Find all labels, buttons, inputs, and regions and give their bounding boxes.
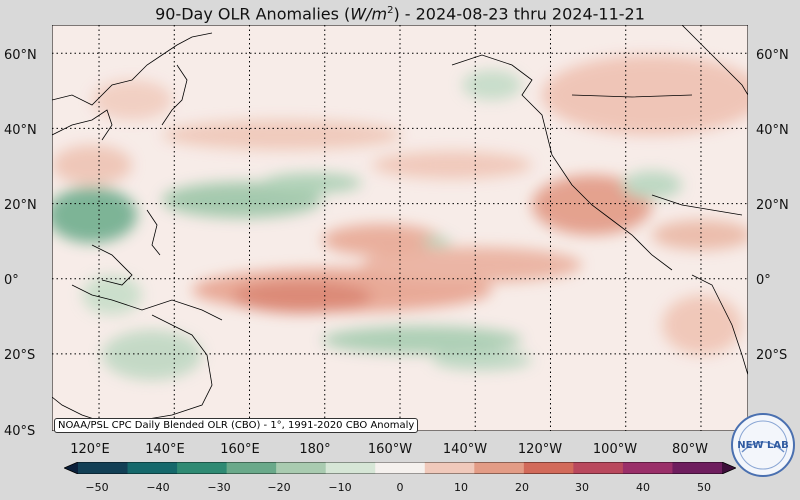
lat-label-right: 20°S <box>756 348 788 363</box>
colorbar-segment <box>177 462 228 474</box>
lon-label: 120°E <box>70 442 110 457</box>
colorbar-segment <box>325 462 376 474</box>
lat-label-left: 40°N <box>4 123 37 138</box>
colorbar-segment <box>523 462 574 474</box>
colorbar-tick: −30 <box>207 481 231 494</box>
colorbar-tick: −50 <box>85 481 109 494</box>
colorbar-tick: 40 <box>636 481 650 494</box>
gridlines <box>52 25 748 431</box>
coastlines <box>52 25 748 426</box>
olr-anomaly-map <box>52 25 748 431</box>
colorbar-segment <box>672 462 723 474</box>
lon-label: 160°E <box>220 442 260 457</box>
colorbar-min-extension <box>64 462 78 474</box>
colorbar-segment <box>78 462 129 474</box>
colorbar-tick: −40 <box>146 481 170 494</box>
lat-label-left: 20°S <box>4 348 36 363</box>
colorbar-tick: 0 <box>396 481 404 494</box>
colorbar-tick: 30 <box>575 481 589 494</box>
lon-label: 120°W <box>517 442 563 457</box>
lab-logo: NEW LAB <box>731 413 795 477</box>
colorbar-tick: 50 <box>697 481 711 494</box>
colorbar-max-extension <box>722 462 736 474</box>
colorbar-segment <box>226 462 277 474</box>
data-source-attribution: NOAA/PSL CPC Daily Blended OLR (CBO) - 1… <box>54 418 419 433</box>
colorbar-segment <box>276 462 327 474</box>
colorbar-segment <box>573 462 624 474</box>
colorbar-segment <box>375 462 426 474</box>
colorbar-tick: 10 <box>454 481 468 494</box>
colorbar-tick: −10 <box>328 481 352 494</box>
colorbar-tick: 20 <box>515 481 529 494</box>
lon-label: 80°W <box>672 442 708 457</box>
lat-label-right: 20°N <box>756 198 789 213</box>
lon-label: 100°W <box>592 442 638 457</box>
lat-label-left: 0° <box>4 273 19 288</box>
colorbar-segment <box>622 462 673 474</box>
logo-text: NEW LAB <box>737 440 788 451</box>
colorbar-tick: −20 <box>267 481 291 494</box>
lat-label-left: 60°N <box>4 48 37 63</box>
colorbar-segment <box>424 462 475 474</box>
lon-label: 180° <box>299 442 331 457</box>
anomaly-field <box>52 55 748 380</box>
lon-label: 140°E <box>145 442 185 457</box>
lon-label: 140°W <box>442 442 488 457</box>
colorbar-segment <box>127 462 178 474</box>
page-title: 90-Day OLR Anomalies (W/m2) - 2024-08-23… <box>155 4 645 24</box>
lat-label-left: 40°S <box>4 424 36 439</box>
lat-label-left: 20°N <box>4 198 37 213</box>
lat-label-right: 40°N <box>756 123 789 138</box>
lat-label-right: 60°N <box>756 48 789 63</box>
lon-label: 160°W <box>367 442 413 457</box>
lat-label-right: 0° <box>756 273 771 288</box>
colorbar <box>64 462 736 474</box>
colorbar-segment <box>474 462 525 474</box>
